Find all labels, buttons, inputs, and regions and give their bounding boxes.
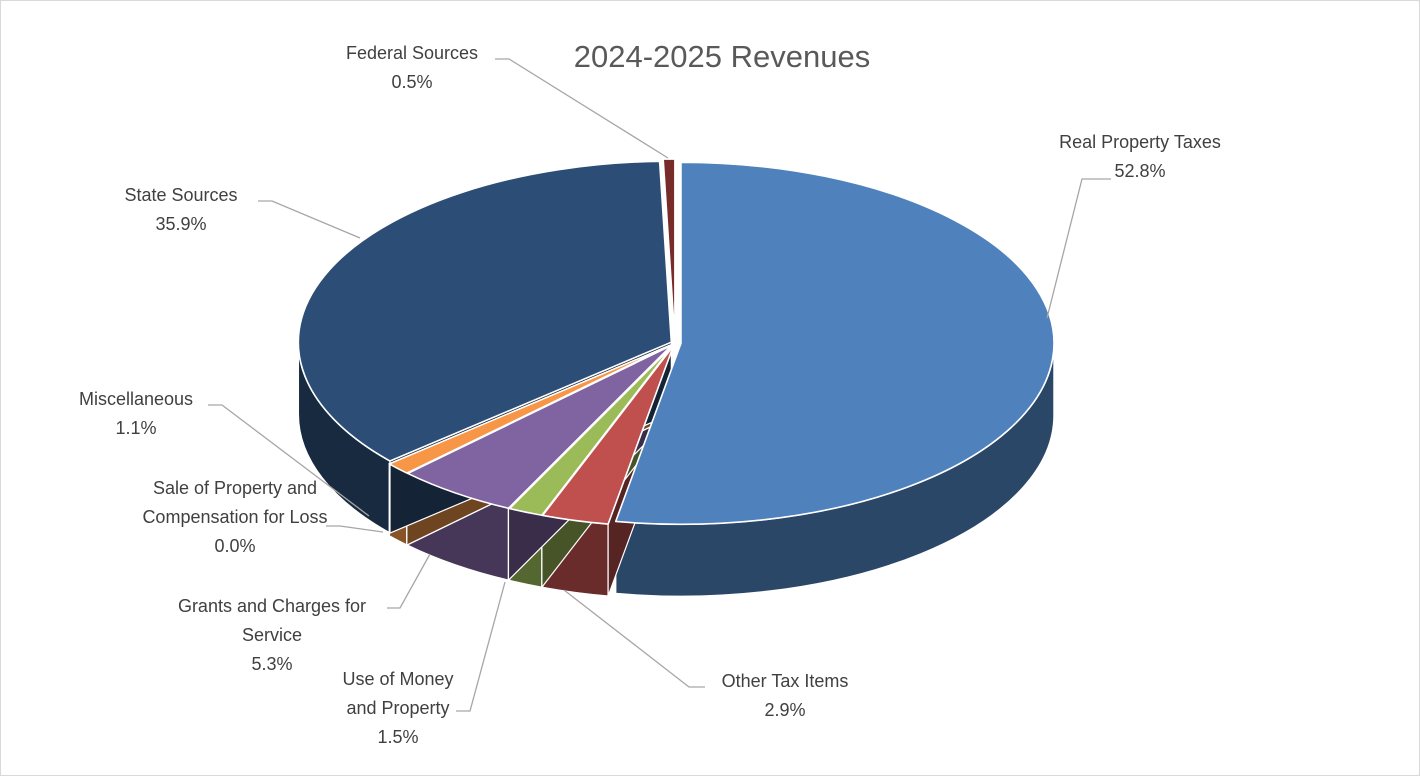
- leader-line-other-tax-items: [563, 589, 705, 688]
- slice-value-sale-of-property-and-compensation-for-loss: 0.0%: [214, 536, 255, 556]
- slice-miscellaneous: [388, 344, 672, 474]
- slice-value-state-sources: 35.9%: [155, 214, 206, 234]
- slice-federal-sources: [662, 158, 676, 341]
- slice-label-federal-sources: Federal Sources: [346, 43, 478, 63]
- slice-label-use-of-money-and-property: Use of Money and Property: [342, 669, 453, 718]
- slice-label-real-property-taxes: Real Property Taxes: [1059, 132, 1221, 152]
- slice-label-state-sources: State Sources: [124, 185, 237, 205]
- slice-label-miscellaneous: Miscellaneous: [79, 389, 193, 409]
- slice-label-sale-of-property-and-compensation-for-loss: Sale of Property and Compensation for Los…: [142, 478, 327, 527]
- leader-line-sale-of-property-and-compensation-for-loss: [326, 525, 384, 533]
- slice-real-property-taxes: [614, 161, 1055, 526]
- slice-value-miscellaneous: 1.1%: [115, 418, 156, 438]
- chart-title: 2024-2025 Revenues: [574, 39, 870, 74]
- slice-use-of-money-and-property: [508, 344, 674, 517]
- pie-tops: [297, 158, 1055, 526]
- slice-label-other-tax-items: Other Tax Items: [722, 671, 849, 691]
- slice-labels: Real Property Taxes 52.8% Other Tax Items 2…: [79, 43, 1221, 747]
- slice-label-grants-and-charges-for-service: Grants and Charges for Service: [178, 596, 366, 645]
- slice-value-other-tax-items: 2.9%: [764, 700, 805, 720]
- leader-line-real-property-taxes: [1046, 178, 1111, 319]
- leader-line-federal-sources: [495, 58, 669, 159]
- leader-line-use-of-money-and-property: [456, 581, 506, 712]
- slice-value-grants-and-charges-for-service: 5.3%: [251, 654, 292, 674]
- leader-lines: [208, 58, 1111, 712]
- leader-line-grants-and-charges-for-service: [387, 553, 431, 609]
- slice-state-sources: [297, 160, 673, 462]
- leader-line-state-sources: [258, 200, 361, 239]
- leader-line-miscellaneous: [208, 404, 370, 517]
- slice-value-real-property-taxes: 52.8%: [1114, 161, 1165, 181]
- slice-value-federal-sources: 0.5%: [391, 72, 432, 92]
- slice-value-use-of-money-and-property: 1.5%: [377, 727, 418, 747]
